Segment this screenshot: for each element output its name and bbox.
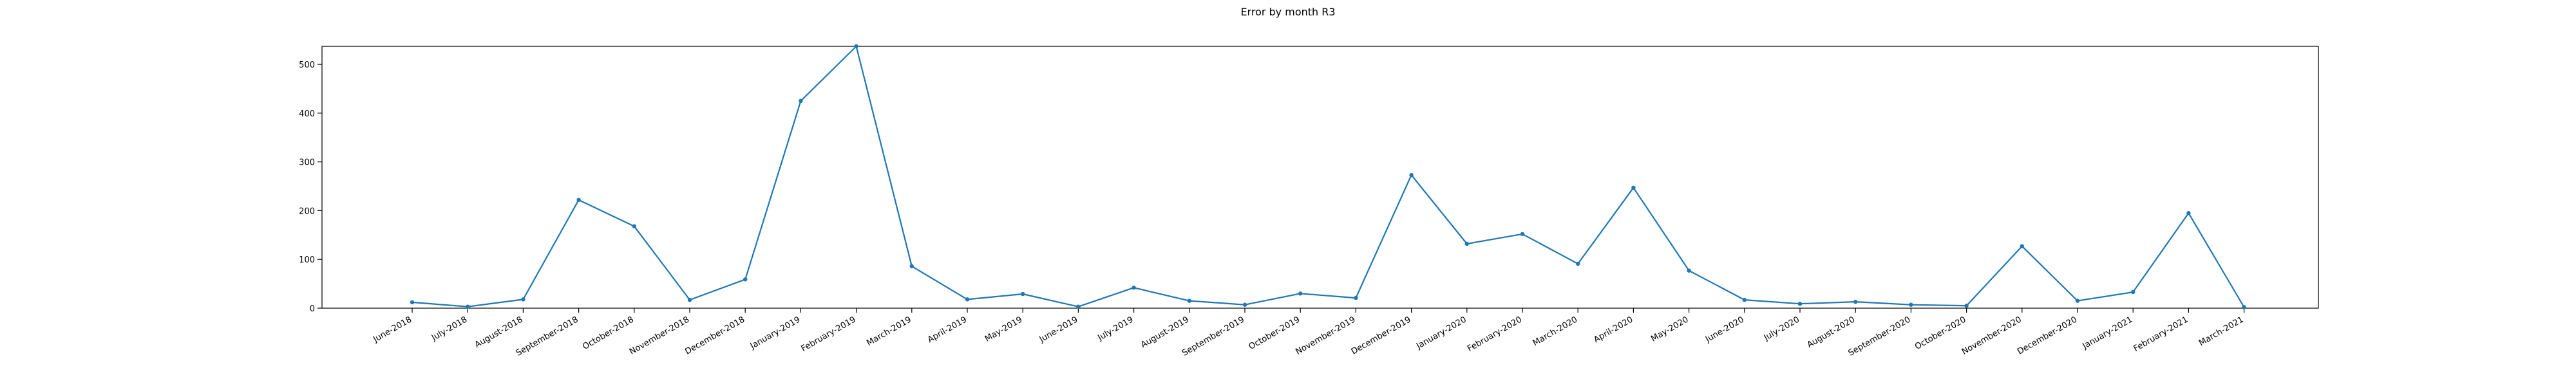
data-point <box>2242 305 2246 309</box>
x-tick-label: July-2019 <box>1095 315 1135 343</box>
data-point <box>2020 244 2024 248</box>
y-tick-label: 300 <box>299 158 315 168</box>
data-point <box>687 297 692 302</box>
data-point <box>2075 299 2080 303</box>
x-tick-label: March-2021 <box>2197 315 2246 348</box>
chart-title: Error by month R3 <box>1240 6 1335 18</box>
data-point <box>632 224 636 228</box>
data-point <box>1687 268 1691 273</box>
data-point <box>2131 290 2136 295</box>
data-point <box>1964 304 1969 308</box>
data-point <box>909 264 914 269</box>
series-markers <box>410 44 2246 309</box>
data-point <box>410 300 415 305</box>
data-point <box>799 98 803 104</box>
data-point <box>466 304 470 309</box>
x-tick-label: April-2019 <box>926 315 969 345</box>
plot-area-frame <box>321 46 2319 309</box>
y-tick-label: 200 <box>299 207 315 216</box>
x-tick-label: October-2019 <box>1247 315 1302 351</box>
x-tick-label: June-2018 <box>371 315 413 345</box>
x-tick-label: September-2019 <box>1180 315 1246 358</box>
data-point <box>743 277 748 282</box>
x-tick-label: January-2020 <box>1414 315 1468 351</box>
data-point <box>1187 299 1192 303</box>
data-point <box>576 198 581 202</box>
x-tick-label: March-2019 <box>865 315 913 348</box>
x-tick-label: April-2020 <box>1592 315 1634 345</box>
y-tick-label: 400 <box>299 109 315 119</box>
y-tick-label: 500 <box>299 60 315 70</box>
x-tick-label: June-2019 <box>1037 315 1080 345</box>
x-tick-label: August-2020 <box>1806 315 1857 350</box>
x-tick-label: January-2019 <box>748 315 802 351</box>
data-point <box>1354 295 1358 300</box>
data-point <box>1742 297 1747 302</box>
x-tick-label: September-2018 <box>515 315 580 358</box>
series-line <box>411 45 2245 308</box>
x-tick-label: May-2020 <box>1649 315 1690 344</box>
x-tick-label: October-2020 <box>1913 315 1968 351</box>
x-tick-label: January-2021 <box>2081 315 2135 351</box>
y-tick-label: 100 <box>299 255 315 265</box>
x-tick-label: July-2018 <box>430 315 469 343</box>
data-point <box>1909 302 1913 307</box>
x-tick-label: June-2020 <box>1703 315 1746 345</box>
x-tick-label: February-2019 <box>800 315 858 354</box>
data-point <box>1520 232 1525 236</box>
x-tick-label: May-2019 <box>983 315 1024 344</box>
x-tick-label: July-2020 <box>1762 315 1801 343</box>
data-point <box>1853 299 1858 304</box>
data-point <box>1464 241 1469 246</box>
x-tick-label: November-2019 <box>1294 315 1357 356</box>
x-tick-label: November-2018 <box>628 315 691 356</box>
x-tick-label: October-2018 <box>581 315 636 351</box>
data-point <box>1021 291 1025 297</box>
data-point <box>854 44 858 49</box>
x-tick-label: November-2020 <box>1960 315 2023 356</box>
x-axis: June-2018 July-2018 August-2018September-2… <box>371 308 2246 358</box>
data-point <box>1132 285 1136 290</box>
x-tick-label: August-2018 <box>473 315 525 350</box>
data-point <box>1797 301 1803 306</box>
data-point <box>1576 261 1580 266</box>
data-point <box>2186 211 2191 216</box>
x-tick-label: December-2020 <box>2016 315 2079 356</box>
data-point <box>1631 185 1636 190</box>
data-point <box>1409 172 1414 178</box>
y-tick-label: 0 <box>310 304 315 314</box>
data-point <box>965 297 970 302</box>
data-point <box>1076 304 1081 309</box>
x-tick-label: December-2018 <box>683 315 746 356</box>
x-tick-label: February-2020 <box>1466 315 1524 354</box>
x-tick-label: August-2019 <box>1139 315 1191 350</box>
data-point <box>1298 291 1303 296</box>
y-axis: 0 100 200 300 400 500 <box>299 60 322 314</box>
data-point <box>1242 302 1247 307</box>
data-point <box>521 297 526 302</box>
x-tick-label: December-2019 <box>1350 315 1413 356</box>
x-tick-label: February-2021 <box>2132 315 2190 354</box>
x-tick-label: March-2020 <box>1531 315 1580 348</box>
x-tick-label: September-2020 <box>1847 315 1913 358</box>
